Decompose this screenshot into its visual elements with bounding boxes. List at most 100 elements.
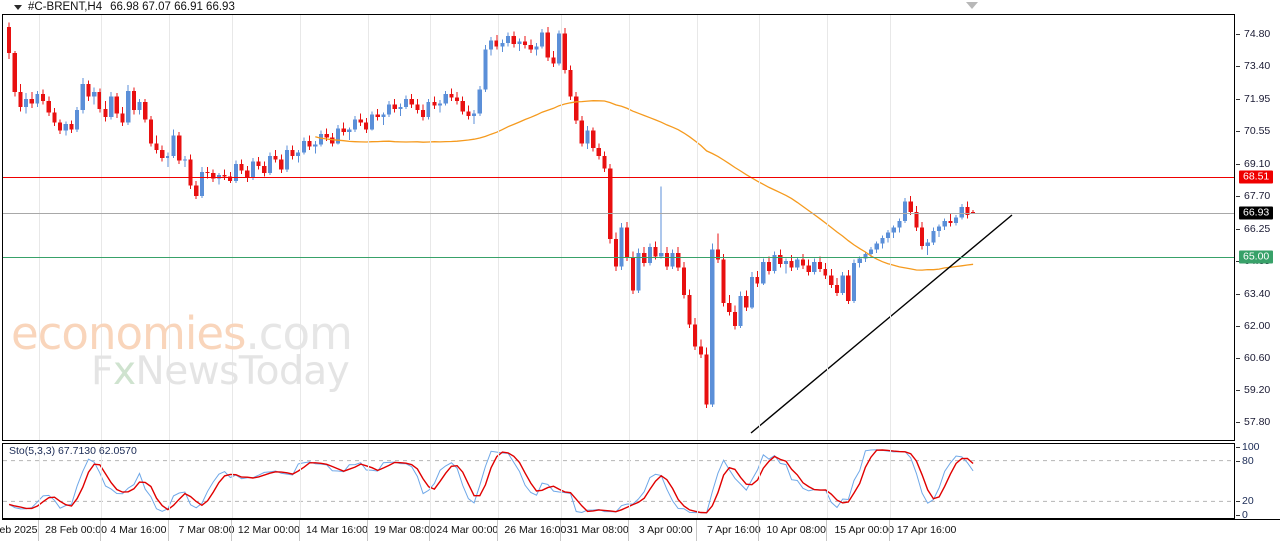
candlestick bbox=[783, 258, 789, 274]
price-tick-mark bbox=[1236, 228, 1240, 230]
vertical-gridline bbox=[231, 15, 233, 440]
price-tick-label: 59.20 bbox=[1244, 383, 1271, 396]
candlestick bbox=[749, 272, 755, 309]
candlestick bbox=[69, 120, 74, 134]
stochastic-series bbox=[3, 449, 1234, 514]
candlestick bbox=[511, 31, 516, 48]
price-tick-mark bbox=[1236, 130, 1240, 132]
stochastic-panel[interactable]: Sto(5,3,3) 67.7130 62.0570 bbox=[2, 443, 1235, 519]
candlestick bbox=[591, 127, 596, 152]
vertical-gridline bbox=[498, 444, 500, 518]
time-axis[interactable]: 25 Feb 2025 28 Feb 00:004 Mar 16:00 7 Mar … bbox=[0, 519, 1280, 541]
price-chart-panel[interactable]: economies.com FxNewsToday bbox=[2, 14, 1235, 441]
vertical-gridline bbox=[430, 444, 432, 518]
candlestick bbox=[891, 225, 896, 238]
price-tick-mark bbox=[1236, 98, 1240, 100]
candlestick bbox=[829, 268, 834, 289]
candlestick bbox=[7, 22, 12, 59]
candlestick bbox=[398, 103, 403, 116]
chevron-down-icon[interactable] bbox=[14, 4, 22, 10]
time-tick-label: 15 Apr 00:00 bbox=[834, 524, 895, 536]
candlestick bbox=[364, 118, 369, 134]
resistance-line[interactable] bbox=[3, 177, 1234, 179]
time-tick-label: 19 Mar 08:00 bbox=[374, 524, 436, 536]
candlestick bbox=[789, 255, 794, 272]
candlestick bbox=[874, 241, 879, 253]
candlestick bbox=[211, 169, 216, 183]
vertical-gridline bbox=[827, 15, 829, 440]
vertical-gridline bbox=[169, 15, 171, 440]
candlestick bbox=[965, 201, 970, 219]
time-tick-label: 7 Apr 16:00 bbox=[706, 524, 761, 536]
candlestick bbox=[840, 272, 845, 296]
candlestick bbox=[114, 93, 119, 119]
uptrend-line[interactable] bbox=[750, 214, 1013, 434]
price-tick-label: 62.00 bbox=[1244, 319, 1271, 332]
candlestick bbox=[914, 206, 919, 232]
candlestick bbox=[443, 90, 448, 106]
candlestick bbox=[386, 101, 392, 118]
candlestick bbox=[517, 38, 522, 51]
candlestick bbox=[636, 248, 641, 293]
candlestick bbox=[851, 259, 857, 304]
candlestick bbox=[659, 186, 664, 259]
candlestick bbox=[755, 271, 760, 288]
candlestick bbox=[925, 239, 930, 256]
candlestick bbox=[625, 222, 630, 261]
candlestick bbox=[177, 131, 182, 164]
current-price-line[interactable] bbox=[3, 213, 1234, 215]
resistance-price-label[interactable]: 68.51 bbox=[1239, 170, 1274, 184]
candlestick bbox=[250, 158, 256, 180]
candlestick bbox=[80, 78, 85, 114]
candlestick bbox=[335, 125, 341, 145]
indicator-tick-label: 20 bbox=[1242, 495, 1254, 508]
time-separator bbox=[298, 520, 300, 541]
vertical-gridline bbox=[101, 444, 103, 518]
candlestick bbox=[63, 121, 68, 136]
current-price-label[interactable]: 66.93 bbox=[1239, 206, 1274, 220]
candlestick bbox=[687, 289, 692, 329]
candlestick bbox=[846, 269, 851, 305]
time-separator bbox=[758, 520, 760, 541]
price-tick-label: 57.80 bbox=[1244, 415, 1271, 428]
candlestick bbox=[403, 95, 409, 110]
time-tick-label: 14 Mar 16:00 bbox=[305, 524, 368, 536]
candlestick bbox=[301, 137, 307, 155]
price-tick-mark bbox=[1236, 260, 1240, 262]
time-tick-label: 24 Mar 00:00 bbox=[436, 524, 499, 536]
candlestick bbox=[369, 111, 375, 131]
candlestick bbox=[375, 109, 380, 121]
candlestick bbox=[557, 30, 562, 66]
indicator-tick-mark bbox=[1236, 501, 1240, 503]
price-tick-mark bbox=[1236, 65, 1240, 67]
candlestick bbox=[437, 99, 443, 113]
candlestick bbox=[953, 215, 959, 226]
candlestick bbox=[477, 86, 482, 116]
candlestick bbox=[24, 93, 29, 114]
candlestick bbox=[585, 126, 590, 149]
candlestick bbox=[160, 145, 165, 162]
time-tick-label: 31 Mar 08:00 bbox=[566, 524, 629, 536]
support-price-label[interactable]: 65.00 bbox=[1239, 250, 1274, 264]
candlestick bbox=[420, 104, 426, 121]
candlestick bbox=[936, 224, 942, 237]
indicator-tick-mark bbox=[1236, 515, 1240, 516]
time-tick-label: 17 Apr 16:00 bbox=[896, 524, 957, 536]
candlestick-series bbox=[7, 22, 1013, 434]
candlestick bbox=[460, 96, 465, 115]
time-separator bbox=[888, 520, 890, 541]
price-tick-mark bbox=[1236, 293, 1240, 295]
candlestick bbox=[143, 98, 148, 123]
moving-average-line bbox=[315, 100, 974, 271]
candlestick bbox=[483, 45, 488, 92]
symbol-bar: #C-BRENT,H4 66.98 67.07 66.91 66.93 bbox=[0, 0, 1280, 14]
candlestick bbox=[551, 50, 556, 67]
candlestick bbox=[239, 159, 244, 175]
price-tick-mark bbox=[1236, 389, 1240, 391]
candlestick bbox=[868, 247, 874, 258]
candlestick bbox=[948, 214, 953, 227]
candlestick bbox=[273, 150, 278, 163]
candlestick bbox=[35, 90, 40, 107]
candlestick bbox=[409, 94, 414, 108]
support-line[interactable] bbox=[3, 257, 1234, 259]
